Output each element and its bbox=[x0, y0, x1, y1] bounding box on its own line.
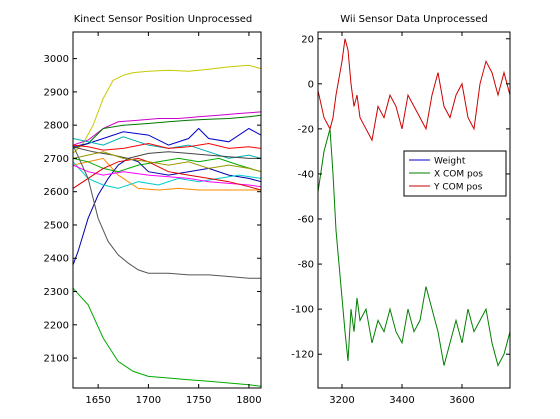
wii-legend-label: Y COM pos bbox=[433, 183, 483, 193]
kinect-xtick-label: 1700 bbox=[136, 395, 161, 406]
kinect-ytick-label: 2700 bbox=[44, 154, 69, 165]
wii-ytick-label: -20 bbox=[298, 124, 314, 135]
wii-ytick-label: -40 bbox=[298, 169, 314, 180]
kinect-series-0 bbox=[73, 64, 261, 154]
wii-xtick-label: 3200 bbox=[329, 395, 354, 406]
wii-legend-label: Weight bbox=[434, 157, 466, 167]
kinect-series-3 bbox=[73, 127, 261, 148]
kinect-xtick-label: 1800 bbox=[236, 395, 261, 406]
kinect-xtick-label: 1750 bbox=[186, 395, 211, 406]
kinect-ytick-label: 2500 bbox=[44, 220, 69, 231]
kinect-ytick-label: 2600 bbox=[44, 187, 69, 198]
kinect-series-15 bbox=[73, 287, 261, 387]
wii-legend: Weight X COM pos Y COM pos bbox=[403, 150, 507, 197]
kinect-ytick-label: 2800 bbox=[44, 121, 69, 132]
kinect-xtick-label: 1650 bbox=[85, 395, 110, 406]
kinect-series-10 bbox=[73, 161, 261, 189]
wii-chart-title: Wii Sensor Data Unprocessed bbox=[340, 14, 488, 25]
wii-legend-label: X COM pos bbox=[434, 170, 483, 180]
kinect-ytick-label: 3000 bbox=[44, 54, 69, 65]
kinect-ytick-label: 2100 bbox=[44, 354, 69, 365]
wii-xtick-label: 3600 bbox=[449, 395, 474, 406]
wii-ytick-label: 0 bbox=[308, 79, 314, 90]
wii-series-2 bbox=[318, 38, 510, 142]
kinect-series-6 bbox=[73, 146, 261, 159]
kinect-series-14 bbox=[73, 144, 261, 279]
wii-ytick-label: -60 bbox=[298, 215, 314, 226]
kinect-chart-title: Kinect Sensor Position Unprocessed bbox=[74, 14, 253, 25]
kinect-ytick-label: 2200 bbox=[44, 320, 69, 331]
wii-series-1 bbox=[318, 128, 510, 367]
kinect-series-7 bbox=[73, 157, 261, 191]
wii-ytick-label: -100 bbox=[291, 305, 314, 316]
kinect-chart: Kinect Sensor Position Unprocessed 1650 1… bbox=[44, 14, 262, 406]
kinect-ytick-label: 2900 bbox=[44, 87, 69, 98]
wii-xtick-label: 3400 bbox=[389, 395, 414, 406]
kinect-axes-box bbox=[72, 31, 262, 389]
kinect-series-8 bbox=[73, 157, 261, 266]
wii-ytick-label: 20 bbox=[301, 34, 314, 45]
kinect-series-5 bbox=[73, 142, 261, 151]
kinect-series-13 bbox=[73, 151, 261, 173]
kinect-ytick-label: 2400 bbox=[44, 254, 69, 265]
wii-ytick-label: -80 bbox=[298, 260, 314, 271]
kinect-series-2 bbox=[73, 114, 261, 149]
wii-axes-box bbox=[317, 31, 511, 389]
kinect-series-12 bbox=[73, 157, 261, 191]
kinect-series-1 bbox=[73, 111, 261, 146]
kinect-series-11 bbox=[73, 164, 261, 188]
kinect-ytick-label: 2300 bbox=[44, 287, 69, 298]
wii-chart: Wii Sensor Data Unprocessed 3200 3400 3600… bbox=[291, 14, 511, 406]
kinect-series-9 bbox=[73, 157, 261, 173]
wii-ytick-label: -120 bbox=[291, 350, 314, 361]
